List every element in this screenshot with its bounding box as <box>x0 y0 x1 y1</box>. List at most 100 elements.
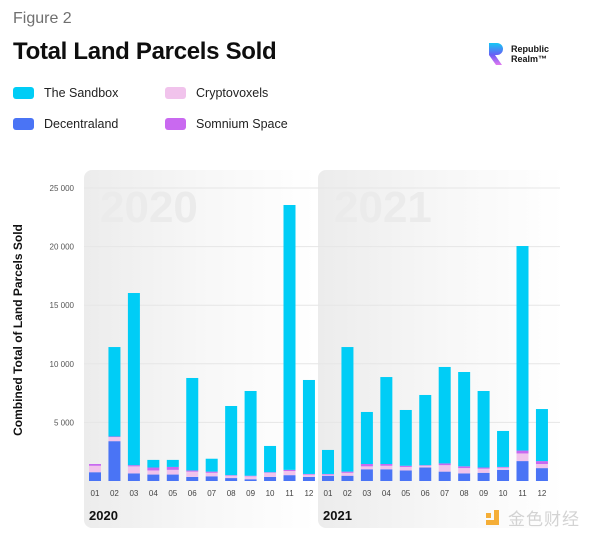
x-tick-label: 03 <box>129 489 138 498</box>
bar-sandbox-2020-11 <box>283 204 296 470</box>
x-tick-label: 11 <box>285 489 294 498</box>
bar-somnium-2021-03 <box>360 464 373 467</box>
y-tick-label: 20 000 <box>50 243 75 252</box>
bar-cryptovoxels-2020-03 <box>127 466 140 474</box>
legend-label-sandbox: The Sandbox <box>44 86 119 100</box>
bar-sandbox-2021-02 <box>341 347 354 472</box>
x-tick-label: 04 <box>149 489 158 498</box>
bar-decentraland-2020-04 <box>147 474 160 481</box>
bar-cryptovoxels-2020-02 <box>108 437 121 442</box>
bar-somnium-2020-03 <box>127 465 140 467</box>
bar-decentraland-2020-11 <box>283 475 296 481</box>
bar-somnium-2021-12 <box>535 461 548 465</box>
bar-cryptovoxels-2021-05 <box>399 466 412 471</box>
bar-decentraland-2021-11 <box>516 461 529 481</box>
legend-swatch-sandbox <box>13 87 34 99</box>
bar-somnium-2020-05 <box>166 466 179 470</box>
bar-somnium-2021-04 <box>380 464 393 466</box>
bar-decentraland-2021-07 <box>438 471 451 481</box>
bar-cryptovoxels-2021-12 <box>535 464 548 469</box>
legend-label-cryptovoxels: Cryptovoxels <box>196 86 269 100</box>
bar-somnium-2020-10 <box>264 472 277 473</box>
bar-cryptovoxels-2021-06 <box>419 465 432 468</box>
bar-somnium-2021-10 <box>497 466 510 468</box>
bar-sandbox-2021-04 <box>380 377 393 465</box>
bar-decentraland-2021-06 <box>419 467 432 481</box>
bar-cryptovoxels-2021-10 <box>497 467 510 470</box>
bar-cryptovoxels-2021-01 <box>322 474 334 476</box>
bar-sandbox-2020-10 <box>264 445 277 473</box>
bar-cryptovoxels-2021-04 <box>380 465 393 470</box>
x-tick-label: 10 <box>499 489 508 498</box>
republic-realm-logo: Republic Realm™ <box>488 42 549 66</box>
y-tick-label: 15 000 <box>50 301 75 310</box>
bar-decentraland-2021-01 <box>322 475 334 481</box>
x-tick-label: 11 <box>518 489 527 498</box>
legend-swatch-somnium <box>165 118 186 130</box>
x-tick-label: 04 <box>382 489 391 498</box>
bar-somnium-2021-07 <box>438 463 451 466</box>
bar-cryptovoxels-2021-09 <box>477 468 490 473</box>
x-tick-label: 02 <box>343 489 352 498</box>
bar-cryptovoxels-2020-04 <box>147 470 160 475</box>
bar-sandbox-2020-05 <box>166 459 179 467</box>
bar-somnium-2020-09 <box>244 475 257 477</box>
bar-cryptovoxels-2021-02 <box>341 472 354 476</box>
bar-sandbox-2020-02 <box>108 347 121 437</box>
bar-somnium-2020-11 <box>283 469 296 472</box>
legend-item-cryptovoxels: Cryptovoxels <box>165 86 268 100</box>
bar-sandbox-2020-04 <box>147 459 160 468</box>
y-tick-label: 10 000 <box>50 360 75 369</box>
chart-title: Total Land Parcels Sold <box>13 38 277 65</box>
logo-line1: Republic <box>511 44 550 54</box>
bar-sandbox-2021-07 <box>438 366 451 464</box>
bar-somnium-2020-12 <box>302 473 315 475</box>
bar-sandbox-2021-11 <box>516 246 529 451</box>
bar-sandbox-2020-06 <box>186 377 199 471</box>
year-watermark-2020: 2020 <box>100 183 198 232</box>
bar-sandbox-2021-08 <box>458 372 471 467</box>
x-tick-label: 10 <box>266 489 275 498</box>
bar-somnium-2021-08 <box>458 466 471 469</box>
bar-decentraland-2021-12 <box>535 468 548 481</box>
x-tick-label: 12 <box>304 489 313 498</box>
bar-sandbox-2021-05 <box>399 409 412 466</box>
bar-cryptovoxels-2020-09 <box>244 476 257 480</box>
bar-cryptovoxels-2020-07 <box>205 472 218 477</box>
year-label-2020: 2020 <box>89 508 118 523</box>
bar-somnium-2020-08 <box>225 475 238 476</box>
bar-cryptovoxels-2020-12 <box>302 474 315 477</box>
watermark: 金色财经 <box>484 505 580 530</box>
bar-decentraland-2020-08 <box>225 478 238 481</box>
bar-cryptovoxels-2020-08 <box>225 475 238 479</box>
bar-sandbox-2020-12 <box>302 379 315 474</box>
bar-somnium-2020-04 <box>147 467 160 471</box>
bar-sandbox-2021-10 <box>497 430 510 467</box>
bar-somnium-2020-02 <box>108 436 121 438</box>
bar-decentraland-2021-04 <box>380 469 393 481</box>
legend-swatch-cryptovoxels <box>165 87 186 99</box>
year-label-2021: 2021 <box>323 508 352 523</box>
bar-somnium-2020-01 <box>89 464 101 466</box>
legend-label-decentraland: Decentraland <box>44 117 119 131</box>
x-tick-label: 08 <box>460 489 469 498</box>
x-tick-label: 06 <box>188 489 197 498</box>
bar-cryptovoxels-2021-08 <box>458 468 471 474</box>
figure-label: Figure 2 <box>13 10 72 27</box>
bar-somnium-2021-06 <box>419 465 432 466</box>
bar-somnium-2021-02 <box>341 471 354 473</box>
bar-cryptovoxels-2020-06 <box>186 471 199 477</box>
x-tick-label: 01 <box>91 489 100 498</box>
bar-sandbox-2020-09 <box>244 390 257 476</box>
logo-line2: Realm™ <box>511 54 548 64</box>
x-tick-label: 01 <box>324 489 333 498</box>
year-watermark-2021: 2021 <box>334 183 432 232</box>
x-tick-label: 05 <box>168 489 177 498</box>
x-tick-label: 07 <box>440 489 449 498</box>
bar-sandbox-2021-06 <box>419 394 432 466</box>
bar-decentraland-2020-05 <box>166 474 179 481</box>
bar-sandbox-2021-03 <box>360 411 373 465</box>
x-tick-label: 09 <box>246 489 255 498</box>
bar-sandbox-2020-03 <box>127 293 140 466</box>
